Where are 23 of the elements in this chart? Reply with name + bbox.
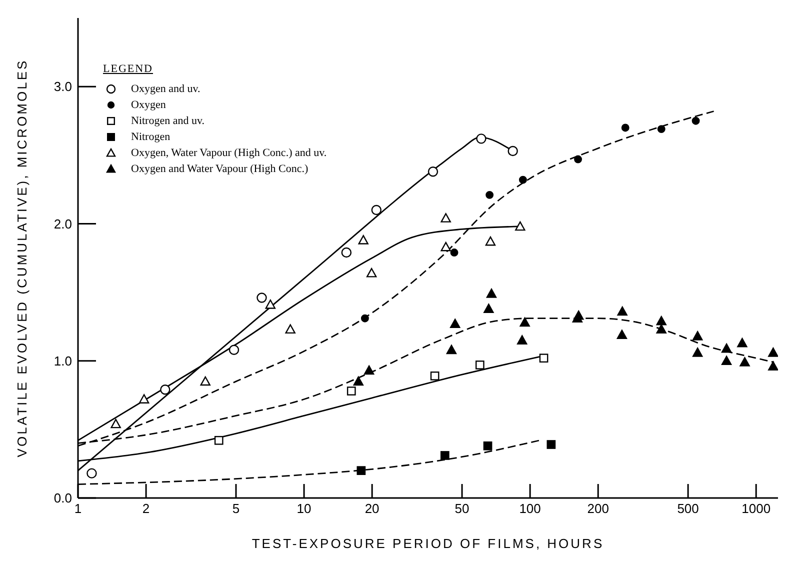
- x-tick-label: 200: [587, 501, 609, 516]
- x-tick-label: 5: [232, 501, 240, 516]
- x-tick-label: 1000: [742, 501, 771, 516]
- legend-label: Nitrogen and uv.: [131, 115, 205, 127]
- y-tick-label: 2.0: [54, 216, 72, 232]
- x-axis-title: TEST-EXPOSURE PERIOD OF FILMS, HOURS: [252, 536, 604, 551]
- x-tick-label: 100: [519, 501, 541, 516]
- x-tick-label: 1: [74, 501, 82, 516]
- y-tick-label: 3.0: [54, 79, 72, 94]
- legend-label: Nitrogen: [131, 131, 170, 143]
- y-tick-label: 1.0: [54, 353, 72, 368]
- x-tick-label: 500: [677, 501, 699, 516]
- x-tick-label: 20: [364, 501, 380, 516]
- x-tick-label: 50: [454, 501, 470, 516]
- x-tick-label: 2: [142, 501, 150, 516]
- y-axis-title: VOLATILE EVOLVED (CUMULATIVE), MICROMOLES: [14, 58, 30, 458]
- legend-label: Oxygen and uv.: [131, 83, 200, 95]
- y-tick-label: 0.0: [54, 490, 72, 506]
- legend-title: LEGEND: [103, 63, 154, 75]
- legend-label: Oxygen and Water Vapour (High Conc.): [131, 163, 308, 175]
- legend-label: Oxygen, Water Vapour (High Conc.) and uv.: [131, 147, 327, 159]
- legend-label: Oxygen: [131, 99, 166, 111]
- x-tick-label: 10: [296, 501, 312, 516]
